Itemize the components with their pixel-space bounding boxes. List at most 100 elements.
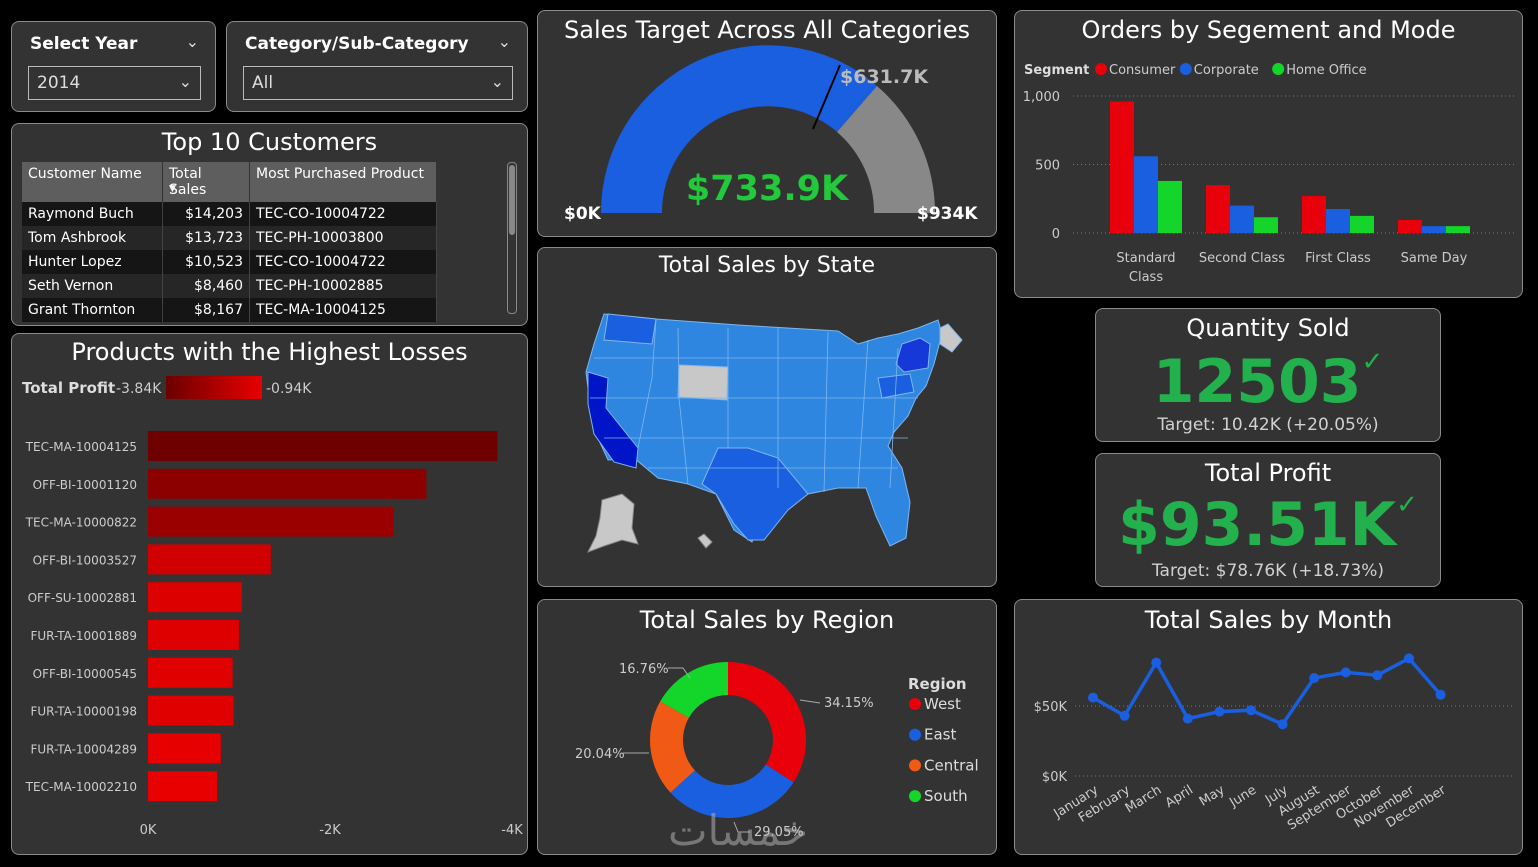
customer-name: Hunter Lopez [22,250,163,274]
state-washington[interactable] [603,313,657,345]
region-title: Total Sales by Region [639,606,895,634]
y-tick-label: TEC-MA-10004125 [25,440,137,454]
data-point[interactable] [1277,719,1288,730]
bar[interactable] [1446,226,1470,233]
customer-name: Seth Vernon [22,274,163,298]
data-point[interactable] [1435,689,1446,700]
table-row[interactable]: Tom Ashbrook $13,723 TEC-PH-10003800 [22,226,437,250]
legend-label[interactable]: East [924,726,956,744]
bar[interactable] [1206,185,1230,233]
gauge-remaining-arc [837,86,936,213]
bar[interactable] [1398,219,1422,233]
state-hawaii[interactable] [697,533,713,549]
data-point[interactable] [1340,667,1351,678]
customer-product: TEC-PH-10002885 [249,274,437,298]
category-slicer[interactable]: Category/Sub-Category ⌄ All ⌄ [226,21,528,112]
chevron-down-icon[interactable]: ⌄ [497,32,511,51]
data-point[interactable] [1246,705,1256,716]
state-borders [590,318,918,493]
year-slicer[interactable]: Select Year ⌄ 2014 ⌄ [11,21,216,112]
table-row[interactable]: Seth Vernon $8,460 TEC-PH-10002885 [22,274,437,298]
bar[interactable] [148,771,218,802]
top-customers-title: Top 10 Customers [161,128,378,156]
bar[interactable] [148,431,498,461]
donut-slice[interactable] [670,764,794,818]
legend-marker [909,790,921,803]
data-point[interactable] [1372,670,1383,681]
data-point[interactable] [1182,713,1193,724]
legend-marker [909,698,921,710]
data-point[interactable] [1151,657,1162,668]
bar[interactable] [148,468,427,499]
state-newyork[interactable] [895,337,931,373]
legend-label[interactable]: West [924,695,961,713]
year-dropdown[interactable]: 2014 ⌄ [28,66,201,100]
bar[interactable] [148,620,239,650]
chevron-down-icon[interactable]: ⌄ [185,32,199,51]
gauge-max-label: $934K [917,204,978,224]
gauge-value: $733.9K [686,169,850,209]
bar[interactable] [148,506,394,537]
state-wyoming[interactable] [677,364,729,401]
y-tick-label: 500 [1035,159,1060,174]
legend-label[interactable]: Corporate [1194,63,1259,78]
gauge-target-line [812,64,841,130]
y-tick-label: TEC-MA-10000822 [25,516,137,530]
bar[interactable] [1230,205,1254,233]
bar[interactable] [1110,101,1134,233]
usa-map[interactable] [538,248,996,586]
bar[interactable] [148,733,221,764]
dropdown-chevron-icon[interactable]: ⌄ [490,72,504,91]
quantity-value-wrap: 12503✓ [1096,347,1440,417]
profit-title: Total Profit [1204,459,1332,487]
column-header-product[interactable]: Most Purchased Product [249,162,437,202]
data-point[interactable] [1119,710,1130,721]
column-header-sales[interactable]: Total Sales ▼ [162,162,250,202]
bar[interactable] [148,657,233,688]
gauge-target-label: $631.7K [840,66,929,88]
orders-card: Orders by Segement and Mode Segment Cons… [1014,10,1523,298]
data-point[interactable] [1214,706,1225,717]
bar[interactable] [148,582,242,613]
bar[interactable] [1422,226,1446,233]
donut-slice[interactable] [728,662,806,783]
legend-label[interactable]: South [924,787,968,805]
table-row[interactable]: Hunter Lopez $10,523 TEC-CO-10004722 [22,250,437,274]
dropdown-chevron-icon[interactable]: ⌄ [178,72,192,91]
category-dropdown[interactable]: All ⌄ [243,66,513,100]
losses-legend-title: Total Profit [22,379,115,397]
donut-slice[interactable] [650,701,695,793]
data-point[interactable] [1404,653,1414,664]
customer-name: Tom Ashbrook [22,226,163,250]
legend-label[interactable]: Home Office [1286,63,1366,78]
legend-label[interactable]: Central [924,756,979,774]
table-row[interactable]: Raymond Buch $14,203 TEC-CO-10004722 [22,202,437,226]
y-tick-label: OFF-SU-10002881 [28,591,137,605]
bar[interactable] [1158,180,1182,233]
legend-marker [1179,63,1192,75]
state-map-card: Total Sales by State [537,247,997,587]
state-california[interactable] [587,371,639,469]
column-header-customer[interactable]: Customer Name [22,162,163,202]
table-scrollbar[interactable] [507,162,517,314]
usa-mainland-shape[interactable] [585,313,943,547]
bar[interactable] [1302,196,1326,233]
state-texas[interactable] [701,447,809,541]
bar[interactable] [1350,215,1374,233]
legend-label[interactable]: Consumer [1109,63,1176,78]
bar[interactable] [1134,156,1158,233]
state-alaska[interactable] [586,493,639,553]
data-point[interactable] [1309,673,1320,683]
category-value: All [252,73,274,93]
losses-card: Products with the Highest Losses Total P… [11,333,528,855]
data-point[interactable] [1088,692,1098,703]
donut-slice[interactable] [660,662,728,718]
bar[interactable] [1254,217,1278,233]
bar[interactable] [148,544,271,575]
check-icon: ✓ [1361,347,1384,377]
state-maine[interactable] [939,323,963,353]
bar[interactable] [148,695,234,726]
bar[interactable] [1326,209,1350,233]
table-row[interactable]: Grant Thornton $8,167 TEC-MA-10004125 [22,298,437,322]
scrollbar-thumb[interactable] [509,165,515,235]
